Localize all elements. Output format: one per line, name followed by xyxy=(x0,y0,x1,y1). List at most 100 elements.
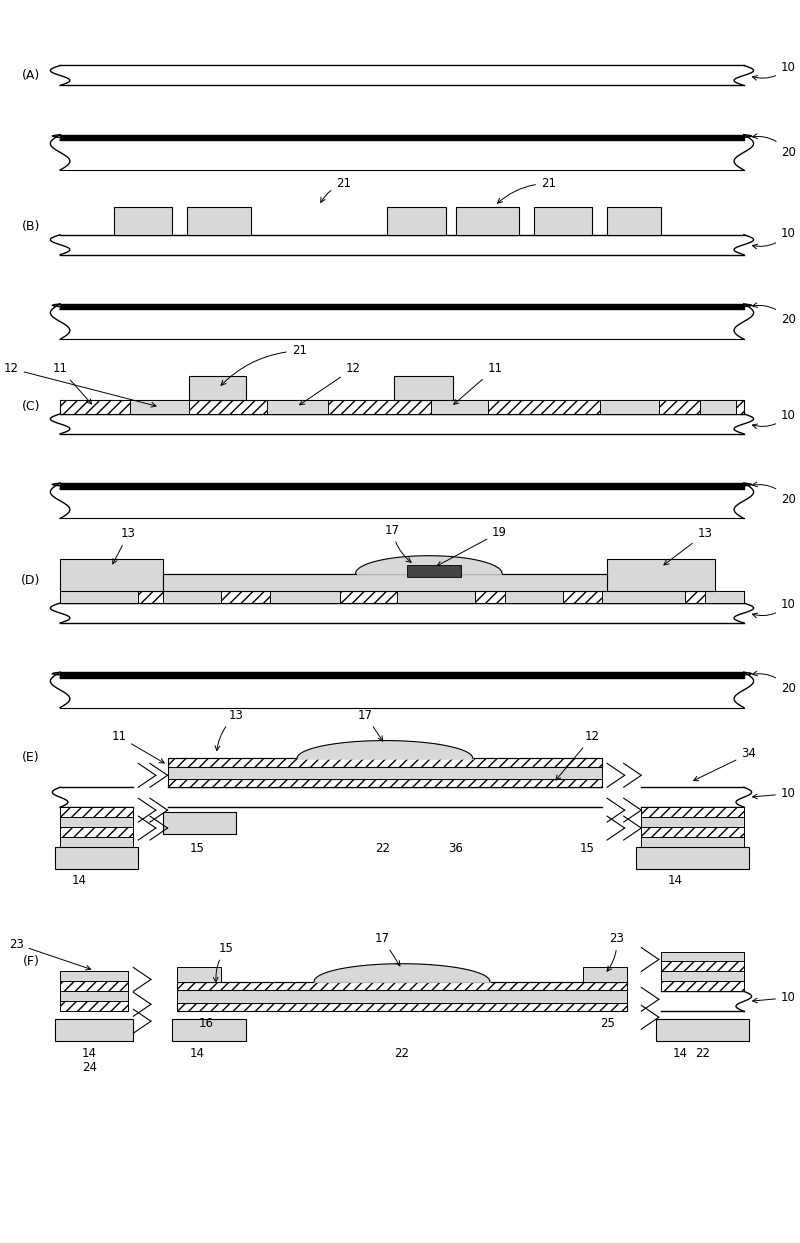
Bar xyxy=(178,991,626,1003)
Bar xyxy=(60,787,134,807)
Text: 24: 24 xyxy=(82,1062,97,1074)
Bar xyxy=(387,206,446,235)
Bar xyxy=(642,837,744,846)
Bar xyxy=(60,592,744,603)
Bar xyxy=(178,967,222,982)
Bar xyxy=(642,807,744,817)
Bar xyxy=(397,592,475,603)
Bar xyxy=(642,817,744,827)
Text: 23: 23 xyxy=(9,937,90,970)
Text: 14: 14 xyxy=(82,1047,97,1060)
Text: 10: 10 xyxy=(753,409,796,429)
Bar xyxy=(60,400,744,414)
Bar xyxy=(60,992,129,1002)
Text: 14: 14 xyxy=(673,1047,688,1060)
Bar xyxy=(167,758,602,767)
Bar xyxy=(602,592,686,603)
Bar xyxy=(456,206,519,235)
Bar xyxy=(656,1019,749,1042)
Bar xyxy=(55,1019,134,1042)
Bar xyxy=(167,779,602,787)
Bar xyxy=(661,982,744,992)
Text: 14: 14 xyxy=(72,874,87,886)
Bar xyxy=(187,206,250,235)
Text: 10: 10 xyxy=(753,598,796,618)
Bar xyxy=(607,559,714,592)
Bar xyxy=(60,592,138,603)
Text: 15: 15 xyxy=(190,842,204,855)
Bar xyxy=(55,846,138,869)
Text: 10: 10 xyxy=(753,992,796,1004)
Text: 21: 21 xyxy=(321,177,351,203)
Bar xyxy=(705,592,744,603)
Text: 21: 21 xyxy=(221,344,307,385)
Bar xyxy=(130,400,189,414)
Bar xyxy=(60,837,134,846)
Text: 17: 17 xyxy=(358,709,382,741)
Text: 20: 20 xyxy=(753,482,796,506)
Bar xyxy=(661,962,744,972)
Text: 10: 10 xyxy=(752,61,796,81)
Text: 19: 19 xyxy=(437,526,507,566)
Text: 11: 11 xyxy=(454,362,502,404)
Bar xyxy=(173,1019,246,1042)
Bar xyxy=(178,1003,626,1012)
Text: 20: 20 xyxy=(753,303,796,327)
Bar xyxy=(394,377,453,400)
Text: 22: 22 xyxy=(375,842,390,855)
Bar xyxy=(607,206,661,235)
Bar xyxy=(162,573,607,592)
Text: 25: 25 xyxy=(600,1017,614,1030)
Text: 12: 12 xyxy=(300,362,361,405)
Bar xyxy=(167,767,602,779)
Bar xyxy=(60,972,129,982)
Text: 10: 10 xyxy=(753,226,796,249)
Bar xyxy=(642,827,744,837)
Bar xyxy=(167,787,602,807)
Bar xyxy=(60,559,162,592)
Bar xyxy=(534,206,593,235)
Text: 20: 20 xyxy=(753,134,796,159)
Bar xyxy=(60,807,134,817)
Text: 20: 20 xyxy=(753,671,796,695)
Text: 10: 10 xyxy=(753,787,796,800)
Bar xyxy=(661,972,744,982)
Bar xyxy=(600,400,659,414)
Bar xyxy=(178,982,626,991)
Bar xyxy=(60,827,134,837)
Bar xyxy=(114,206,173,235)
Bar xyxy=(661,952,744,962)
Text: 13: 13 xyxy=(215,709,243,751)
Text: 22: 22 xyxy=(394,1047,410,1060)
Bar xyxy=(642,787,744,807)
Text: 16: 16 xyxy=(199,1017,214,1030)
Bar xyxy=(60,982,129,992)
Text: 22: 22 xyxy=(695,1047,710,1060)
Text: 11: 11 xyxy=(111,730,164,763)
Text: 14: 14 xyxy=(190,1047,204,1060)
Bar xyxy=(636,846,749,869)
Text: 12: 12 xyxy=(556,730,600,781)
Text: 23: 23 xyxy=(607,932,624,971)
Text: 21: 21 xyxy=(498,177,556,203)
Text: 17: 17 xyxy=(385,523,411,562)
Text: 17: 17 xyxy=(375,932,400,966)
Text: 13: 13 xyxy=(113,527,136,564)
Bar xyxy=(60,817,134,827)
Text: (F): (F) xyxy=(22,955,39,968)
Bar xyxy=(60,603,744,623)
Bar xyxy=(189,377,246,400)
Bar xyxy=(700,400,736,414)
Text: 12: 12 xyxy=(4,362,156,408)
Text: (A): (A) xyxy=(22,68,40,82)
Text: 14: 14 xyxy=(668,874,683,886)
Text: (D): (D) xyxy=(21,574,41,587)
Bar xyxy=(505,592,563,603)
Bar xyxy=(270,592,341,603)
Bar xyxy=(582,967,626,982)
Bar xyxy=(60,235,744,255)
Bar xyxy=(60,1002,129,1012)
Bar xyxy=(60,66,744,86)
Text: (B): (B) xyxy=(22,220,40,232)
Bar xyxy=(60,414,744,434)
